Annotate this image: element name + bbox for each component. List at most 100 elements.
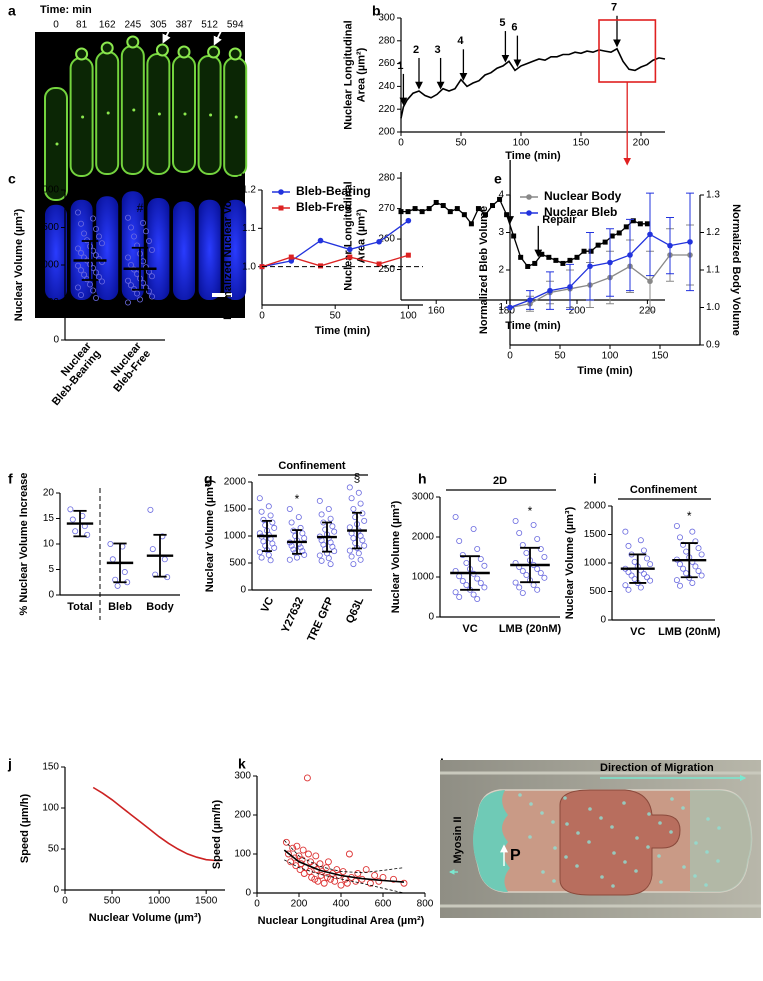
dna	[121, 191, 144, 300]
data-point	[680, 565, 687, 572]
y-tick-label: 2000	[224, 477, 247, 488]
y-tick-label: 1.2	[242, 185, 256, 196]
marker	[398, 209, 404, 215]
data-point	[530, 582, 537, 589]
data-point	[644, 555, 651, 562]
annotation-label: 2	[413, 44, 419, 56]
image-arrow	[162, 23, 174, 44]
x-tick-label: 500	[104, 896, 121, 907]
marker	[318, 263, 324, 269]
x-tick-label: 150	[652, 351, 669, 362]
data-point	[361, 542, 368, 549]
marker	[687, 239, 693, 245]
data-point	[346, 547, 353, 554]
x-tick-label: 50	[554, 351, 566, 362]
data-point	[316, 552, 323, 559]
data-point	[463, 582, 470, 589]
data-point	[67, 506, 74, 513]
marker	[527, 297, 533, 303]
granule	[669, 830, 673, 834]
data-point	[331, 528, 338, 535]
data-point	[519, 568, 526, 575]
series-line	[284, 840, 405, 874]
data-point	[456, 538, 463, 545]
y-tick-label: 1500	[584, 529, 607, 540]
data-point	[258, 508, 265, 515]
category-label: VC	[630, 626, 645, 638]
data-point	[519, 542, 526, 549]
data-point	[459, 578, 466, 585]
series-line	[509, 233, 691, 309]
data-point	[516, 530, 523, 537]
nucleolus	[157, 112, 161, 116]
marker	[497, 196, 503, 202]
legend-marker	[278, 189, 284, 195]
annotation-label: Repair	[542, 214, 577, 226]
y-tick-label: 1.0	[242, 261, 256, 272]
category-label: Bleb	[108, 601, 132, 613]
marker	[288, 254, 294, 260]
granule	[576, 831, 580, 835]
point	[293, 842, 301, 850]
y-tick-label: 0	[240, 585, 246, 596]
data-point	[456, 594, 463, 601]
x-axis-title: Time (min)	[505, 320, 561, 332]
scale-bar	[212, 293, 232, 297]
dna	[173, 201, 195, 300]
time-value: 245	[124, 20, 141, 31]
y-tick-label: 2000	[412, 532, 435, 543]
panel-label: k	[238, 756, 246, 772]
data-point	[537, 546, 544, 553]
annotation-label: 4	[457, 35, 464, 47]
marker	[511, 233, 517, 239]
dna	[96, 196, 119, 300]
data-point	[631, 558, 638, 565]
data-point	[470, 591, 477, 598]
point	[333, 866, 341, 874]
y-axis-title: Speed (µm/h)	[211, 800, 223, 870]
marker	[468, 221, 474, 227]
granule	[646, 845, 650, 849]
point	[306, 868, 313, 875]
marker	[607, 259, 613, 266]
data-point	[683, 570, 690, 577]
marker	[440, 203, 446, 209]
panel-label: a	[8, 3, 16, 19]
data-point	[537, 570, 544, 577]
data-point	[348, 553, 355, 560]
point	[371, 872, 379, 879]
y2-tick-label: 1.1	[706, 265, 720, 276]
granule	[681, 806, 685, 810]
y-tick-label: 20	[43, 488, 55, 499]
data-point	[327, 515, 334, 522]
marker	[581, 248, 587, 254]
granule	[704, 883, 708, 887]
data-point	[90, 287, 97, 294]
y-tick-label: 1000	[412, 572, 435, 583]
nucleolus	[234, 115, 238, 119]
data-point	[452, 589, 459, 596]
x-tick-label: 0	[62, 896, 68, 907]
x-tick-label: 0	[259, 311, 265, 322]
marker	[412, 206, 418, 212]
time-value: 387	[176, 20, 193, 31]
series-line	[284, 859, 405, 894]
data-point	[512, 579, 519, 586]
data-point	[90, 215, 97, 222]
bleb	[228, 47, 242, 61]
data-point	[78, 267, 85, 274]
data-point	[673, 522, 680, 529]
bleb	[177, 45, 191, 59]
data-point	[346, 524, 353, 531]
data-point	[293, 554, 300, 561]
data-point	[258, 554, 265, 561]
data-point	[698, 551, 705, 558]
granule	[612, 851, 616, 855]
data-point	[78, 291, 85, 298]
y2-tick-label: 1.0	[706, 302, 720, 313]
point	[322, 864, 330, 872]
y-tick-label: 100	[234, 849, 251, 860]
marker	[447, 209, 453, 215]
data-point	[75, 262, 82, 269]
data-point	[534, 586, 541, 593]
